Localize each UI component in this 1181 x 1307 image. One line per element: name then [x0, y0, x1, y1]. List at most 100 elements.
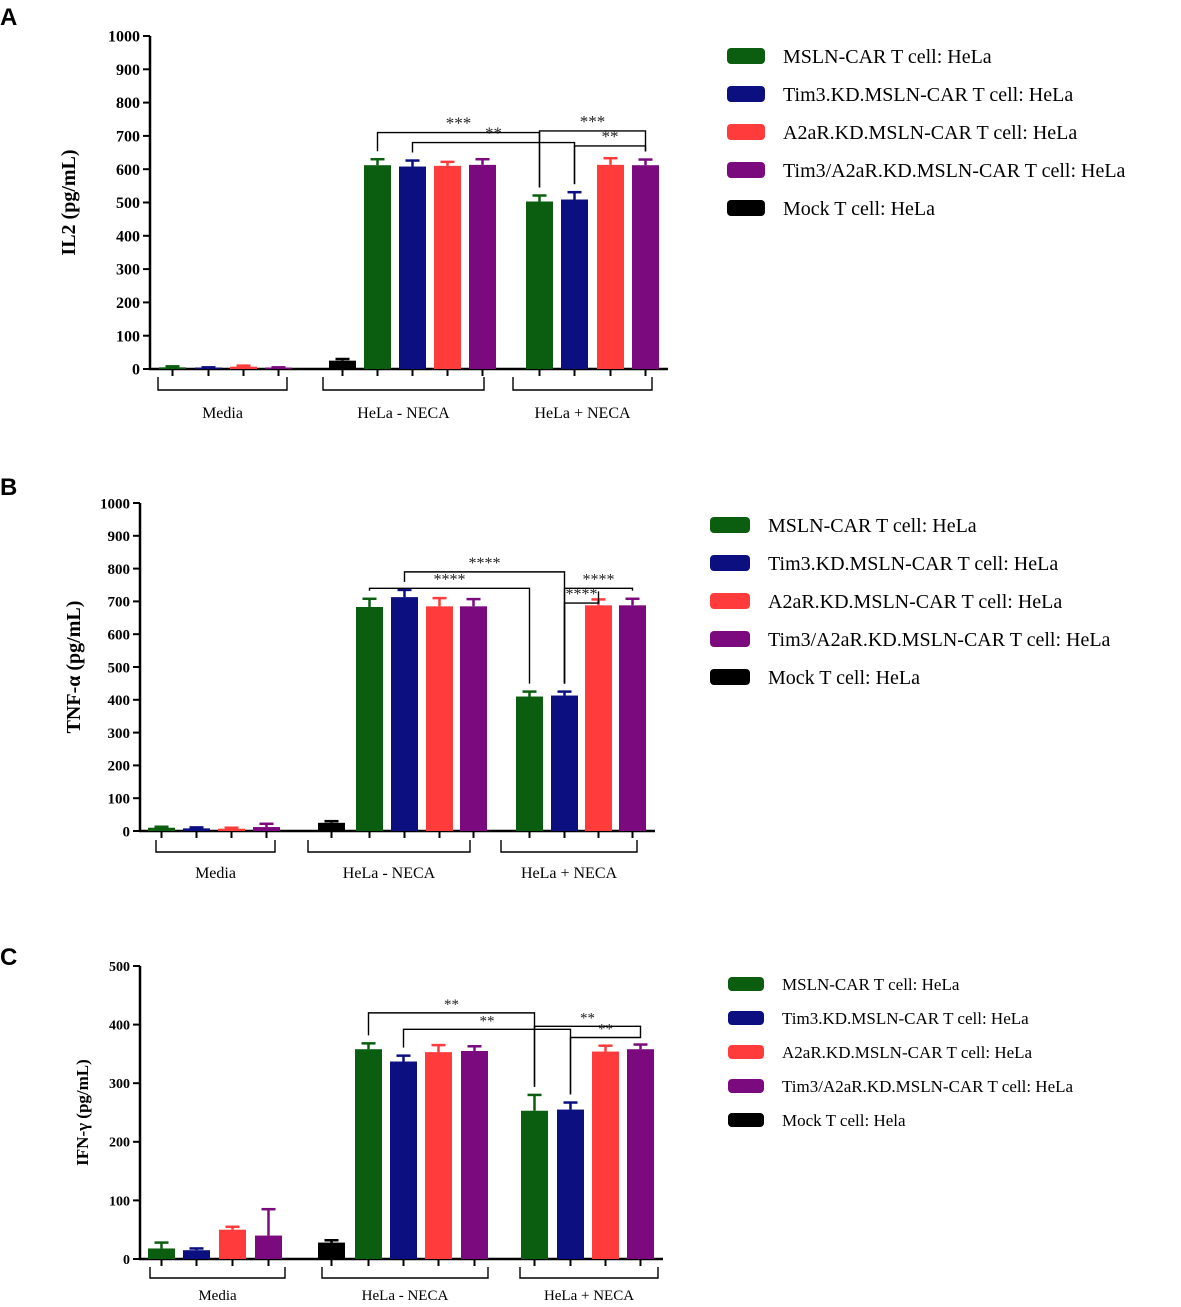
significance-label: *** — [580, 112, 606, 131]
group-bracket — [307, 840, 471, 853]
legend-label: A2aR.KD.MSLN-CAR T cell: HeLa — [782, 1043, 1033, 1062]
y-axis-label: TNF-α (pg/mL) — [63, 601, 85, 734]
legend-swatch — [728, 1011, 764, 1025]
y-tick-label: 600 — [116, 162, 140, 179]
group-bracket — [149, 1267, 286, 1279]
legend-swatch — [727, 124, 765, 140]
significance-label: ** — [480, 1013, 495, 1029]
group-bracket — [322, 377, 485, 391]
legend-label: Tim3.KD.MSLN-CAR T cell: HeLa — [783, 84, 1073, 106]
legend-label: MSLN-CAR T cell: HeLa — [783, 46, 992, 68]
legend-swatch — [728, 1113, 764, 1127]
y-tick-label: 200 — [116, 295, 140, 312]
bar — [561, 199, 588, 369]
significance-label: ** — [602, 127, 619, 146]
bar — [183, 1250, 210, 1259]
legend-swatch — [727, 48, 765, 64]
bar — [356, 606, 383, 831]
panel-letter: C — [0, 944, 17, 971]
significance-bracket — [538, 130, 647, 188]
legend-swatch — [710, 517, 750, 533]
y-tick-label: 900 — [116, 62, 140, 79]
significance-bracket — [563, 591, 600, 684]
bar — [557, 1109, 584, 1259]
y-tick-label: 500 — [109, 960, 130, 975]
bar — [426, 606, 453, 831]
bar — [460, 606, 487, 831]
y-tick-label: 1000 — [108, 29, 140, 46]
group-label: Media — [202, 405, 243, 422]
group-label: HeLa - NECA — [362, 1288, 449, 1304]
y-tick-label: 0 — [132, 362, 140, 379]
y-tick-label: 400 — [116, 228, 140, 245]
y-tick-label: 700 — [108, 595, 131, 611]
y-tick-label: 900 — [108, 529, 131, 545]
significance-bracket — [368, 587, 531, 684]
legend-label: Tim3/A2aR.KD.MSLN-CAR T cell: HeLa — [782, 1077, 1074, 1096]
y-tick-label: 400 — [108, 693, 131, 709]
group-label: HeLa + NECA — [544, 1288, 634, 1304]
y-tick-label: 200 — [108, 759, 131, 775]
bar — [619, 605, 646, 831]
y-tick-label: 300 — [109, 1077, 130, 1092]
legend-swatch — [727, 162, 765, 178]
significance-label: ** — [580, 1010, 595, 1026]
bar — [183, 828, 210, 831]
significance-bracket — [573, 145, 647, 185]
bar — [551, 695, 578, 831]
y-tick-label: 700 — [116, 129, 140, 146]
chart-panel-a: A 0 100 200 300 400 500 600 700 800 900 1000 IL2 (pg… — [0, 4, 1126, 422]
group-label: Media — [195, 865, 236, 882]
group-bracket — [155, 840, 276, 853]
significance-label: ** — [485, 124, 502, 143]
legend-label: MSLN-CAR T cell: HeLa — [768, 515, 977, 537]
bar — [632, 165, 659, 369]
y-tick-label: 0 — [123, 1253, 130, 1268]
bar — [364, 165, 391, 369]
bar — [526, 201, 553, 369]
y-tick-label: 500 — [116, 195, 140, 212]
group-label: Media — [198, 1288, 237, 1304]
y-tick-label: 100 — [108, 791, 131, 807]
legend-swatch — [710, 555, 750, 571]
legend-label: A2aR.KD.MSLN-CAR T cell: HeLa — [783, 122, 1077, 144]
bar — [391, 597, 418, 831]
legend-swatch — [727, 86, 765, 102]
y-tick-label: 300 — [108, 726, 131, 742]
legend: MSLN-CAR T cell: HeLa Tim3.KD.MSLN-CAR T … — [710, 515, 1111, 689]
bar — [253, 827, 280, 831]
group-bracket — [321, 1267, 489, 1279]
significance-bracket — [533, 1025, 642, 1087]
bar — [255, 1235, 282, 1259]
bar — [592, 1051, 619, 1259]
legend-swatch — [710, 631, 750, 647]
group-bracket — [519, 1267, 659, 1279]
bar — [329, 360, 356, 369]
significance-label: ** — [598, 1021, 613, 1037]
bar — [627, 1049, 654, 1259]
significance-label: ** — [444, 997, 459, 1013]
bar — [355, 1049, 382, 1259]
y-tick-label: 200 — [109, 1136, 130, 1151]
legend-label: A2aR.KD.MSLN-CAR T cell: HeLa — [768, 591, 1062, 613]
significance-label: **** — [583, 571, 615, 588]
significance-label: **** — [566, 586, 598, 603]
legend-label: Tim3/A2aR.KD.MSLN-CAR T cell: HeLa — [783, 160, 1126, 182]
chart-panel-b: B 0 100 200 300 400 500 600 700 800 900 1000 TNF-α (… — [0, 474, 1111, 882]
y-tick-label: 100 — [109, 1194, 130, 1209]
legend-label: Mock T cell: Hela — [782, 1111, 906, 1130]
significance-label: **** — [434, 571, 466, 588]
bar — [148, 1248, 175, 1259]
legend: MSLN-CAR T cell: HeLa Tim3.KD.MSLN-CAR T … — [727, 46, 1126, 220]
y-tick-label: 800 — [116, 95, 140, 112]
legend-swatch — [710, 669, 750, 685]
panel-letter: B — [0, 474, 17, 501]
legend-swatch — [727, 200, 765, 216]
y-tick-label: 1000 — [100, 496, 130, 512]
y-tick-label: 400 — [109, 1019, 130, 1034]
significance-label: **** — [469, 555, 501, 572]
y-tick-label: 0 — [123, 824, 131, 840]
y-tick-label: 800 — [108, 562, 131, 578]
